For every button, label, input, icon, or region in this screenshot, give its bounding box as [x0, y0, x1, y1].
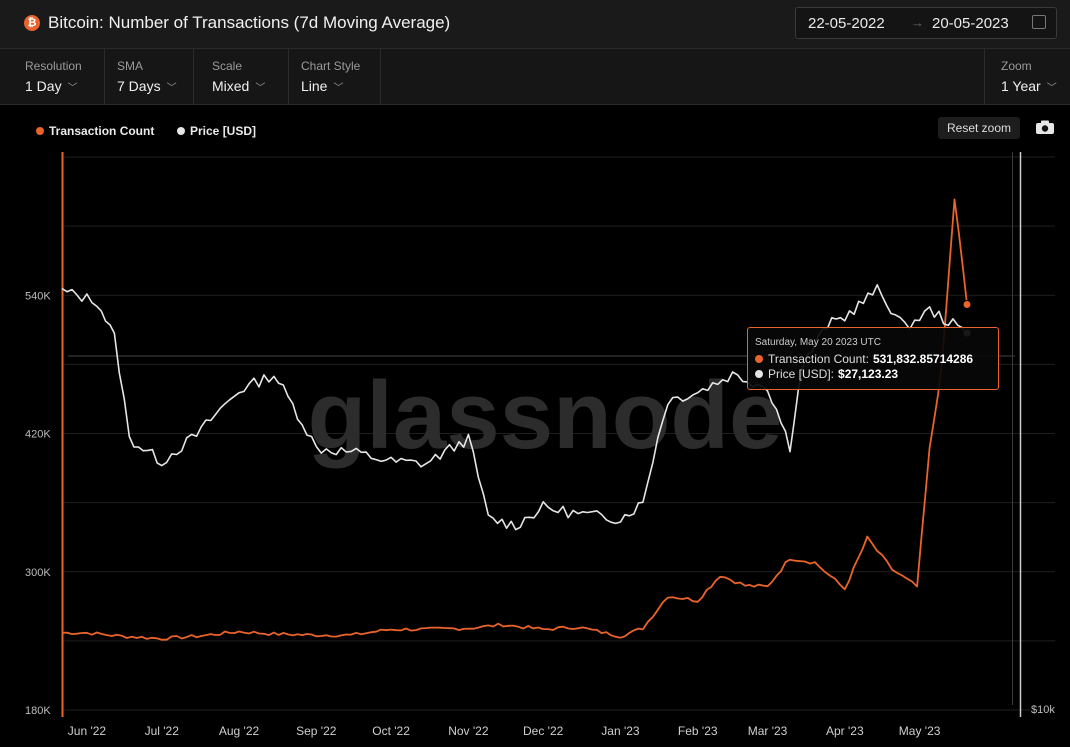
x-tick-label: Nov '22	[448, 724, 489, 738]
x-tick-label: Sep '22	[296, 724, 337, 738]
x-tick-label: Feb '23	[678, 724, 718, 738]
sma-dropdown[interactable]: SMA 7 Days ﹀	[107, 49, 194, 104]
x-tick-label: Jan '23	[601, 724, 640, 738]
tooltip-price-value: $27,123.23	[838, 367, 899, 381]
zoom-dropdown[interactable]: Zoom 1 Year ﹀	[984, 49, 1070, 104]
calendar-icon[interactable]	[1032, 15, 1046, 29]
chevron-down-icon: ﹀	[1046, 83, 1057, 94]
y-tick-label: 420K	[25, 429, 51, 441]
legend-dot-icon	[177, 127, 185, 135]
scale-dropdown[interactable]: Scale Mixed ﹀	[202, 49, 289, 104]
tooltip-date: Saturday, May 20 2023 UTC	[755, 337, 881, 348]
chart-style-dropdown[interactable]: Chart Style Line ﹀	[291, 49, 381, 104]
chart-style-value[interactable]: Line ﹀	[301, 78, 344, 94]
x-tick-label: Jun '22	[68, 724, 107, 738]
series-line-transaction-count	[61, 198, 968, 641]
chart-header: ₿ Bitcoin: Number of Transactions (7d Mo…	[0, 0, 1070, 49]
chart-title-text: Bitcoin: Number of Transactions (7d Movi…	[48, 13, 451, 32]
x-tick-label: Jul '22	[145, 724, 180, 738]
tooltip-row-price: Price [USD]: $27,123.23	[755, 367, 898, 381]
tooltip-price-label: Price [USD]:	[768, 367, 835, 381]
resolution-label: Resolution	[25, 59, 82, 73]
scale-value[interactable]: Mixed ﹀	[212, 78, 266, 94]
chevron-down-icon: ﹀	[67, 83, 78, 94]
legend-item-price[interactable]: Price [USD]	[177, 124, 256, 138]
date-range-picker[interactable]: 22-05-2022 → 20-05-2023	[795, 7, 1057, 39]
series-dot-icon	[755, 370, 763, 378]
x-tick-label: Dec '22	[523, 724, 564, 738]
sma-label: SMA	[117, 59, 144, 73]
x-tick-label: Mar '23	[748, 724, 788, 738]
legend-label: Price [USD]	[190, 124, 257, 138]
chart-title: ₿ Bitcoin: Number of Transactions (7d Mo…	[24, 13, 450, 33]
x-tick-label: May '23	[899, 724, 941, 738]
tooltip-tx-value: 531,832.85714286	[872, 352, 974, 366]
bitcoin-icon: ₿	[24, 15, 40, 31]
x-tick-label: Aug '22	[219, 724, 260, 738]
date-to[interactable]: 20-05-2023	[932, 15, 1009, 32]
y-right-tick-label: $10k	[1031, 704, 1055, 716]
hover-point-transaction-count	[962, 299, 972, 309]
y-tick-label: 180K	[25, 705, 51, 717]
zoom-value[interactable]: 1 Year ﹀	[1001, 78, 1057, 94]
chevron-down-icon: ﹀	[166, 83, 177, 94]
x-tick-label: Apr '23	[826, 724, 864, 738]
chevron-down-icon: ﹀	[333, 83, 344, 94]
series-dot-icon	[755, 355, 763, 363]
legend-label: Transaction Count	[49, 124, 155, 138]
series-line-price	[61, 283, 968, 531]
chevron-down-icon: ﹀	[255, 83, 266, 94]
sma-value[interactable]: 7 Days ﹀	[117, 78, 177, 94]
zoom-label: Zoom	[1001, 59, 1032, 73]
camera-icon[interactable]	[1036, 120, 1054, 134]
tooltip-row-transactions: Transaction Count: 531,832.85714286	[755, 352, 973, 366]
chart-tooltip: Saturday, May 20 2023 UTC Transaction Co…	[747, 327, 999, 390]
date-from[interactable]: 22-05-2022	[808, 15, 885, 32]
legend-dot-icon	[36, 127, 44, 135]
tooltip-tx-label: Transaction Count:	[768, 352, 869, 366]
chart-style-label: Chart Style	[301, 59, 361, 73]
resolution-value[interactable]: 1 Day ﹀	[25, 78, 78, 94]
arrow-right-icon: →	[911, 15, 924, 30]
scale-label: Scale	[212, 59, 243, 73]
legend-item-transaction-count[interactable]: Transaction Count	[36, 124, 154, 138]
x-tick-label: Oct '22	[372, 724, 410, 738]
resolution-dropdown[interactable]: Resolution 1 Day ﹀	[15, 49, 105, 104]
chart-toolbar: Resolution 1 Day ﹀ SMA 7 Days ﹀ Scale Mixe…	[0, 49, 1070, 105]
y-tick-label: 540K	[25, 290, 51, 302]
y-tick-label: 300K	[25, 567, 51, 579]
reset-zoom-button[interactable]: Reset zoom	[938, 117, 1020, 139]
watermark: glassnode	[308, 362, 783, 469]
